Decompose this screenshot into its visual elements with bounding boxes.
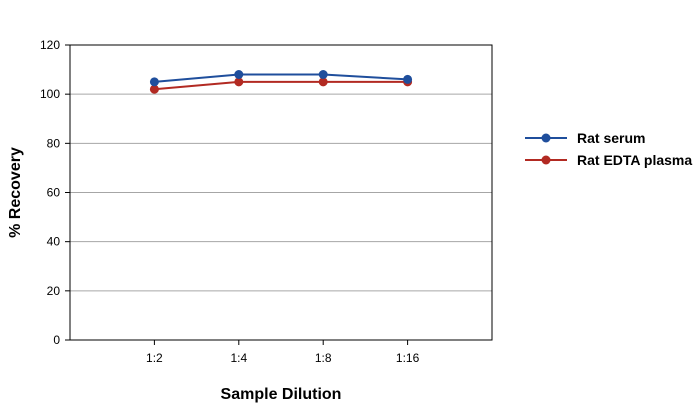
gridlines bbox=[70, 93, 492, 292]
series-line bbox=[154, 80, 408, 91]
legend-label: Rat EDTA plasma bbox=[577, 152, 692, 168]
legend-swatch-marker bbox=[541, 133, 551, 143]
data-point bbox=[149, 77, 159, 87]
data-point bbox=[318, 70, 328, 79]
x-tick-label: 1:4 bbox=[230, 351, 247, 365]
data-point bbox=[149, 84, 159, 94]
x-tick-label: 1:2 bbox=[146, 351, 163, 365]
x-tick-label: 1:16 bbox=[396, 351, 420, 365]
x-tick-label: 1:8 bbox=[315, 351, 332, 365]
y-tick-label: 0 bbox=[53, 333, 60, 347]
legend-label: Rat serum bbox=[577, 130, 645, 146]
series-1 bbox=[149, 77, 413, 94]
series-0 bbox=[149, 70, 413, 87]
y-tick-label: 40 bbox=[47, 235, 61, 249]
data-point bbox=[403, 74, 413, 84]
legend-item: Rat serum bbox=[525, 130, 645, 146]
y-tick-label: 80 bbox=[47, 136, 61, 150]
data-point bbox=[318, 77, 328, 87]
series-line bbox=[154, 73, 408, 83]
y-tick-label: 60 bbox=[47, 186, 61, 200]
data-point bbox=[234, 70, 244, 79]
legend-item: Rat EDTA plasma bbox=[525, 152, 692, 168]
x-axis-title: Sample Dilution bbox=[221, 386, 342, 403]
data-point bbox=[234, 77, 244, 87]
legend-swatch-marker bbox=[541, 155, 551, 165]
y-tick-label: 20 bbox=[47, 284, 61, 298]
x-axis-ticks: 1:2 1:4 1:8 1:16 bbox=[146, 340, 420, 365]
y-axis-title: % Recovery bbox=[7, 147, 24, 238]
series-layer bbox=[149, 70, 413, 94]
legend: Rat serum Rat EDTA plasma bbox=[525, 130, 692, 168]
y-tick-label: 100 bbox=[40, 87, 60, 101]
y-tick-label: 120 bbox=[40, 38, 60, 52]
y-axis-ticks: 0 20 40 60 80 100 120 bbox=[40, 38, 70, 347]
